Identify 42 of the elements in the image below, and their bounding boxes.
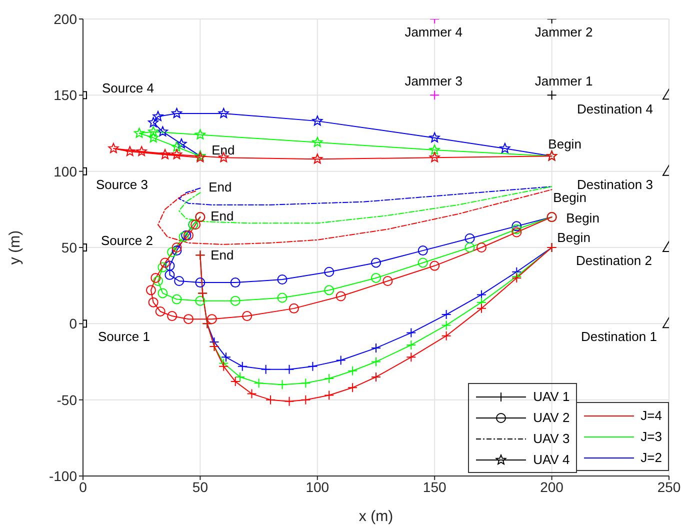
annotation: Jammer 3 [404, 74, 462, 89]
annotation: Begin [566, 210, 600, 226]
annotation: Jammer 4 [404, 24, 462, 40]
annotation: Source 1 [98, 329, 150, 344]
legend-label: UAV 3 [533, 431, 570, 446]
annotation: Begin [557, 230, 590, 245]
legend-label: J=3 [640, 429, 662, 444]
annotation: Begin [548, 136, 582, 152]
x-tick-label: 250 [657, 478, 681, 495]
annotation: Begin [553, 190, 586, 206]
legend-label: J=4 [640, 408, 662, 423]
annotation: Source 3 [96, 176, 148, 192]
annotation: End [212, 142, 235, 158]
y-axis-title: y (m) [6, 230, 24, 265]
legend-label: UAV 4 [533, 452, 570, 467]
y-tick-label: 100 [54, 163, 78, 180]
annotation: Source 2 [100, 233, 154, 248]
annotation: Jammer 2 [534, 24, 593, 40]
annotation: End [208, 180, 232, 195]
annotation: Destination 4 [577, 102, 653, 117]
legend-label: J=2 [640, 450, 662, 465]
annotation: Source 4 [102, 80, 154, 96]
x-tick-label: 50 [192, 478, 208, 495]
y-tick-label: -50 [56, 392, 78, 408]
annotation: Destination 2 [576, 253, 652, 268]
legend-label: UAV 1 [533, 389, 570, 404]
x-tick-label: 150 [422, 478, 446, 495]
annotation: Destination 3 [577, 176, 653, 192]
y-tick-label: 0 [69, 316, 78, 332]
y-tick-label: 50 [61, 239, 78, 256]
annotation: Destination 1 [581, 329, 657, 344]
annotation: End [210, 248, 234, 263]
y-tick-label: 150 [54, 87, 78, 104]
legend-label: UAV 2 [533, 410, 570, 425]
annotation: End [210, 208, 234, 224]
annotation: Jammer 1 [534, 74, 593, 89]
y-tick-label: -100 [48, 468, 78, 484]
x-tick-label: 0 [79, 478, 88, 495]
y-tick-label: 200 [54, 10, 78, 27]
x-tick-label: 200 [540, 478, 564, 495]
x-tick-label: 100 [306, 478, 330, 495]
x-axis-title: x (m) [358, 508, 394, 525]
